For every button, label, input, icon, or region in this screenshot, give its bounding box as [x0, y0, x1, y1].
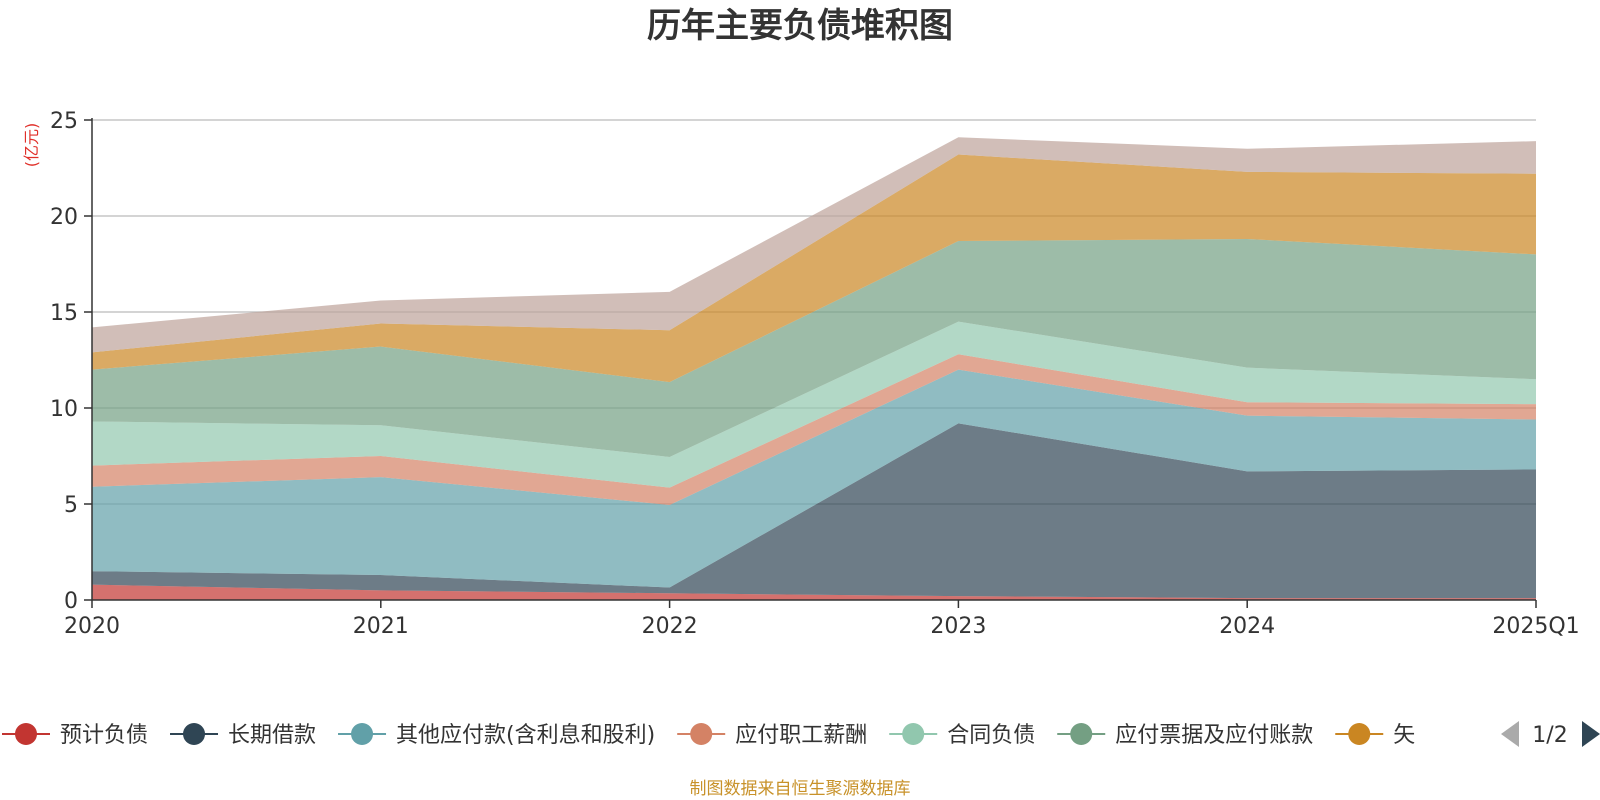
- data-source-footer: 制图数据来自恒生聚源数据库: [690, 779, 911, 799]
- legend-item[interactable]: 应付职工薪酬: [677, 723, 867, 748]
- legend-marker-icon: [1348, 723, 1371, 745]
- legend-label: 合同负债: [947, 723, 1035, 748]
- legend-prev-icon[interactable]: [1501, 721, 1519, 747]
- legend-marker-icon: [351, 723, 374, 745]
- y-tick-label: 25: [50, 109, 78, 134]
- y-tick-label: 10: [50, 397, 78, 422]
- legend-label: 应付职工薪酬: [735, 723, 867, 748]
- legend-marker-icon: [690, 723, 713, 745]
- legend-item[interactable]: 合同负债: [889, 723, 1035, 748]
- x-tick-label: 2020: [64, 614, 120, 639]
- legend-label: 长期借款: [228, 723, 316, 748]
- axes: [91, 118, 1536, 601]
- legend-item[interactable]: 预计负债: [2, 723, 148, 748]
- area-series: [92, 137, 1536, 600]
- legend-item[interactable]: 其他应付款(含利息和股利): [338, 723, 655, 748]
- y-tick-label: 5: [64, 493, 78, 518]
- area-series-1[interactable]: [92, 584, 1536, 600]
- x-tick-label: 2024: [1219, 614, 1275, 639]
- x-tick-label: 2025Q1: [1492, 614, 1579, 639]
- x-tick-labels: 2020 2021 2022 2023 2024 2025Q1: [64, 600, 1580, 639]
- legend-item[interactable]: 长期借款: [170, 723, 316, 748]
- legend-label: 应付票据及应付账款: [1115, 723, 1313, 748]
- y-tick-labels: 0 5 10 15 20 25: [50, 109, 92, 614]
- legend-marker-icon: [902, 723, 925, 745]
- legend-page-indicator: 1/2: [1532, 723, 1567, 748]
- legend-marker-icon: [1070, 723, 1093, 745]
- y-tick-label: 0: [64, 589, 78, 614]
- y-tick-label: 15: [50, 301, 78, 326]
- x-tick-label: 2021: [353, 614, 409, 639]
- legend[interactable]: 预计负债 长期借款 其他应付款(含利息和股利) 应付职工薪酬 合同负债 应付票据及应付账款…: [2, 723, 1415, 748]
- legend-label: 预计负债: [60, 723, 148, 748]
- area-series-5[interactable]: [92, 321, 1536, 488]
- legend-marker-icon: [183, 723, 206, 745]
- area-series-3[interactable]: [92, 369, 1536, 588]
- legend-item[interactable]: 应付票据及应付账款: [1057, 723, 1313, 748]
- area-series-8[interactable]: [92, 137, 1536, 353]
- area-series-7[interactable]: [92, 154, 1536, 383]
- legend-next-icon[interactable]: [1582, 721, 1600, 747]
- area-series-4[interactable]: [92, 354, 1536, 505]
- area-series-6[interactable]: [92, 239, 1536, 457]
- x-tick-label: 2022: [642, 614, 698, 639]
- y-tick-label: 20: [50, 205, 78, 230]
- legend-items: 预计负债 长期借款 其他应付款(含利息和股利) 应付职工薪酬 合同负债 应付票据及应付账款…: [2, 723, 1415, 748]
- legend-label: 矢: [1393, 723, 1415, 748]
- legend-item[interactable]: 矢: [1335, 723, 1415, 748]
- y-axis-unit-label: (亿元): [22, 123, 41, 168]
- legend-marker-icon: [15, 723, 37, 745]
- area-series-2[interactable]: [92, 423, 1536, 599]
- x-tick-label: 2023: [930, 614, 986, 639]
- legend-label: 其他应付款(含利息和股利): [396, 723, 655, 748]
- legend-pager: 1/2: [1501, 721, 1600, 748]
- chart-title: 历年主要负债堆积图: [647, 6, 953, 46]
